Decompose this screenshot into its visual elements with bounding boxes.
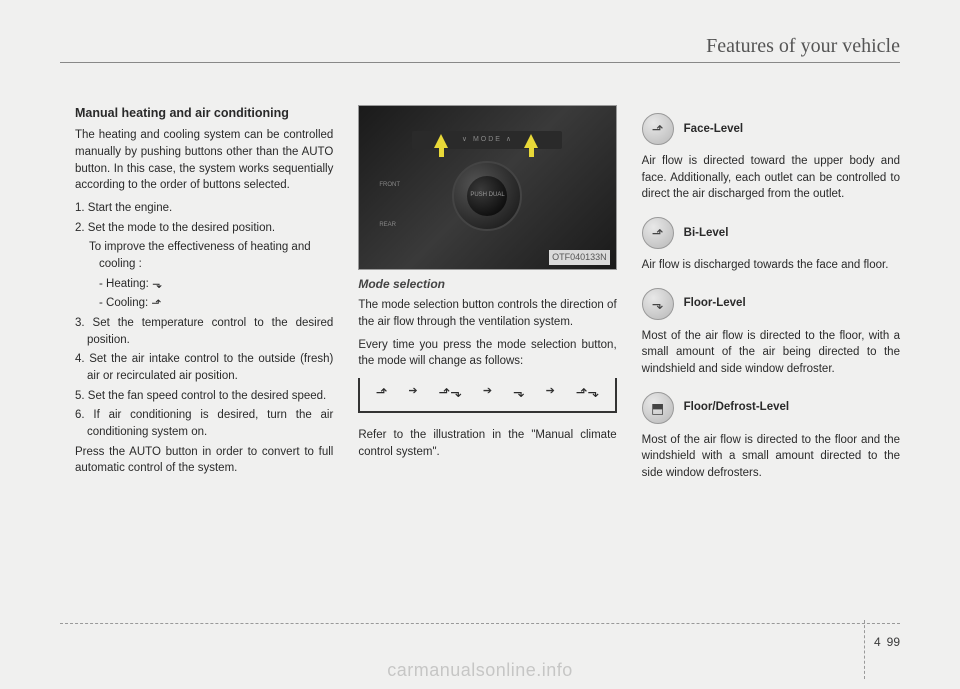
yellow-arrow-icon (524, 134, 538, 148)
face-level-icon: ⬏ (642, 113, 674, 145)
floor-mode-icon: ⬎ (513, 382, 525, 402)
bilevel-mode-icon: ⬏⬎ (439, 382, 462, 402)
floor-level-row: ⬎ Floor-Level (642, 288, 900, 320)
face-mode-icon: ⬏ (376, 382, 388, 402)
bi-level-icon: ⬏ (642, 217, 674, 249)
step-3: 3. Set the temperature control to the de… (75, 315, 333, 348)
page-footer: 4 99 (874, 635, 900, 649)
mode-p3: Refer to the illustration in the "Manual… (358, 427, 616, 460)
content-area: Manual heating and air conditioning The … (75, 105, 900, 496)
photo-code: OTF040133N (549, 250, 610, 265)
intro-text: The heating and cooling system can be co… (75, 127, 333, 194)
floor-level-text: Most of the air flow is directed to the … (642, 328, 900, 378)
section-heading: Manual heating and air conditioning (75, 105, 333, 121)
face-level-row: ⬏ Face-Level (642, 113, 900, 145)
photo-dial: PUSH DUAL (452, 161, 522, 231)
arrow-icon: ➔ (483, 384, 492, 400)
defrost-level-text: Most of the air flow is directed to the … (642, 432, 900, 482)
step-2-sub: To improve the effectiveness of heating … (75, 239, 333, 272)
bi-level-text: Air flow is discharged towards the face … (642, 257, 900, 274)
step-1: 1. Start the engine. (75, 200, 333, 217)
defrost-mode-icon: ⬏⬎ (576, 382, 599, 402)
floor-air-icon: ⬎ (152, 279, 170, 289)
dial-label: PUSH DUAL (467, 176, 507, 216)
defrost-level-icon: ⬒ (642, 392, 674, 424)
header-rule (60, 62, 900, 63)
mode-p1: The mode selection button controls the d… (358, 297, 616, 330)
column-middle: ∨ MODE ∧ PUSH DUAL FRONT REAR OTF040133N… (358, 105, 616, 496)
face-level-text: Air flow is directed toward the upper bo… (642, 153, 900, 203)
step-2: 2. Set the mode to the desired position. (75, 220, 333, 237)
outro-text: Press the AUTO button in order to conver… (75, 444, 333, 477)
watermark: carmanualsonline.info (387, 660, 573, 681)
mode-p2: Every time you press the mode selection … (358, 337, 616, 370)
face-air-icon: ⬏ (151, 298, 169, 308)
step-6: 6. If air conditioning is desired, turn … (75, 407, 333, 440)
arrow-icon: ➔ (408, 384, 417, 400)
bi-level-label: Bi-Level (684, 225, 729, 242)
step-2-heating: - Heating: ⬎ (75, 276, 333, 293)
floor-level-icon: ⬎ (642, 288, 674, 320)
bi-level-row: ⬏ Bi-Level (642, 217, 900, 249)
floor-level-label: Floor-Level (684, 295, 746, 312)
mode-selection-subheading: Mode selection (358, 276, 616, 293)
page-header: Features of your vehicle (706, 35, 900, 58)
page-number: 99 (887, 635, 900, 649)
defrost-level-row: ⬒ Floor/Defrost-Level (642, 392, 900, 424)
yellow-arrow-icon (434, 134, 448, 148)
photo-rear-label: REAR (379, 221, 396, 230)
mode-button-photo: ∨ MODE ∧ PUSH DUAL FRONT REAR OTF040133N (358, 105, 616, 270)
mode-sequence-diagram: ⬏ ➔ ⬏⬎ ➔ ⬎ ➔ ⬏⬎ (358, 378, 616, 413)
photo-front-label: FRONT (379, 181, 400, 190)
section-number: 4 (874, 635, 881, 649)
defrost-level-label: Floor/Defrost-Level (684, 399, 789, 416)
face-level-label: Face-Level (684, 121, 743, 138)
column-right: ⬏ Face-Level Air flow is directed toward… (642, 105, 900, 496)
bottom-dashed-line (60, 623, 900, 624)
arrow-icon: ➔ (546, 384, 555, 400)
step-4: 4. Set the air intake control to the out… (75, 351, 333, 384)
column-left: Manual heating and air conditioning The … (75, 105, 333, 496)
side-dashed-line (864, 620, 865, 679)
step-2-cooling: - Cooling: ⬏ (75, 295, 333, 312)
step-5: 5. Set the fan speed control to the desi… (75, 388, 333, 405)
